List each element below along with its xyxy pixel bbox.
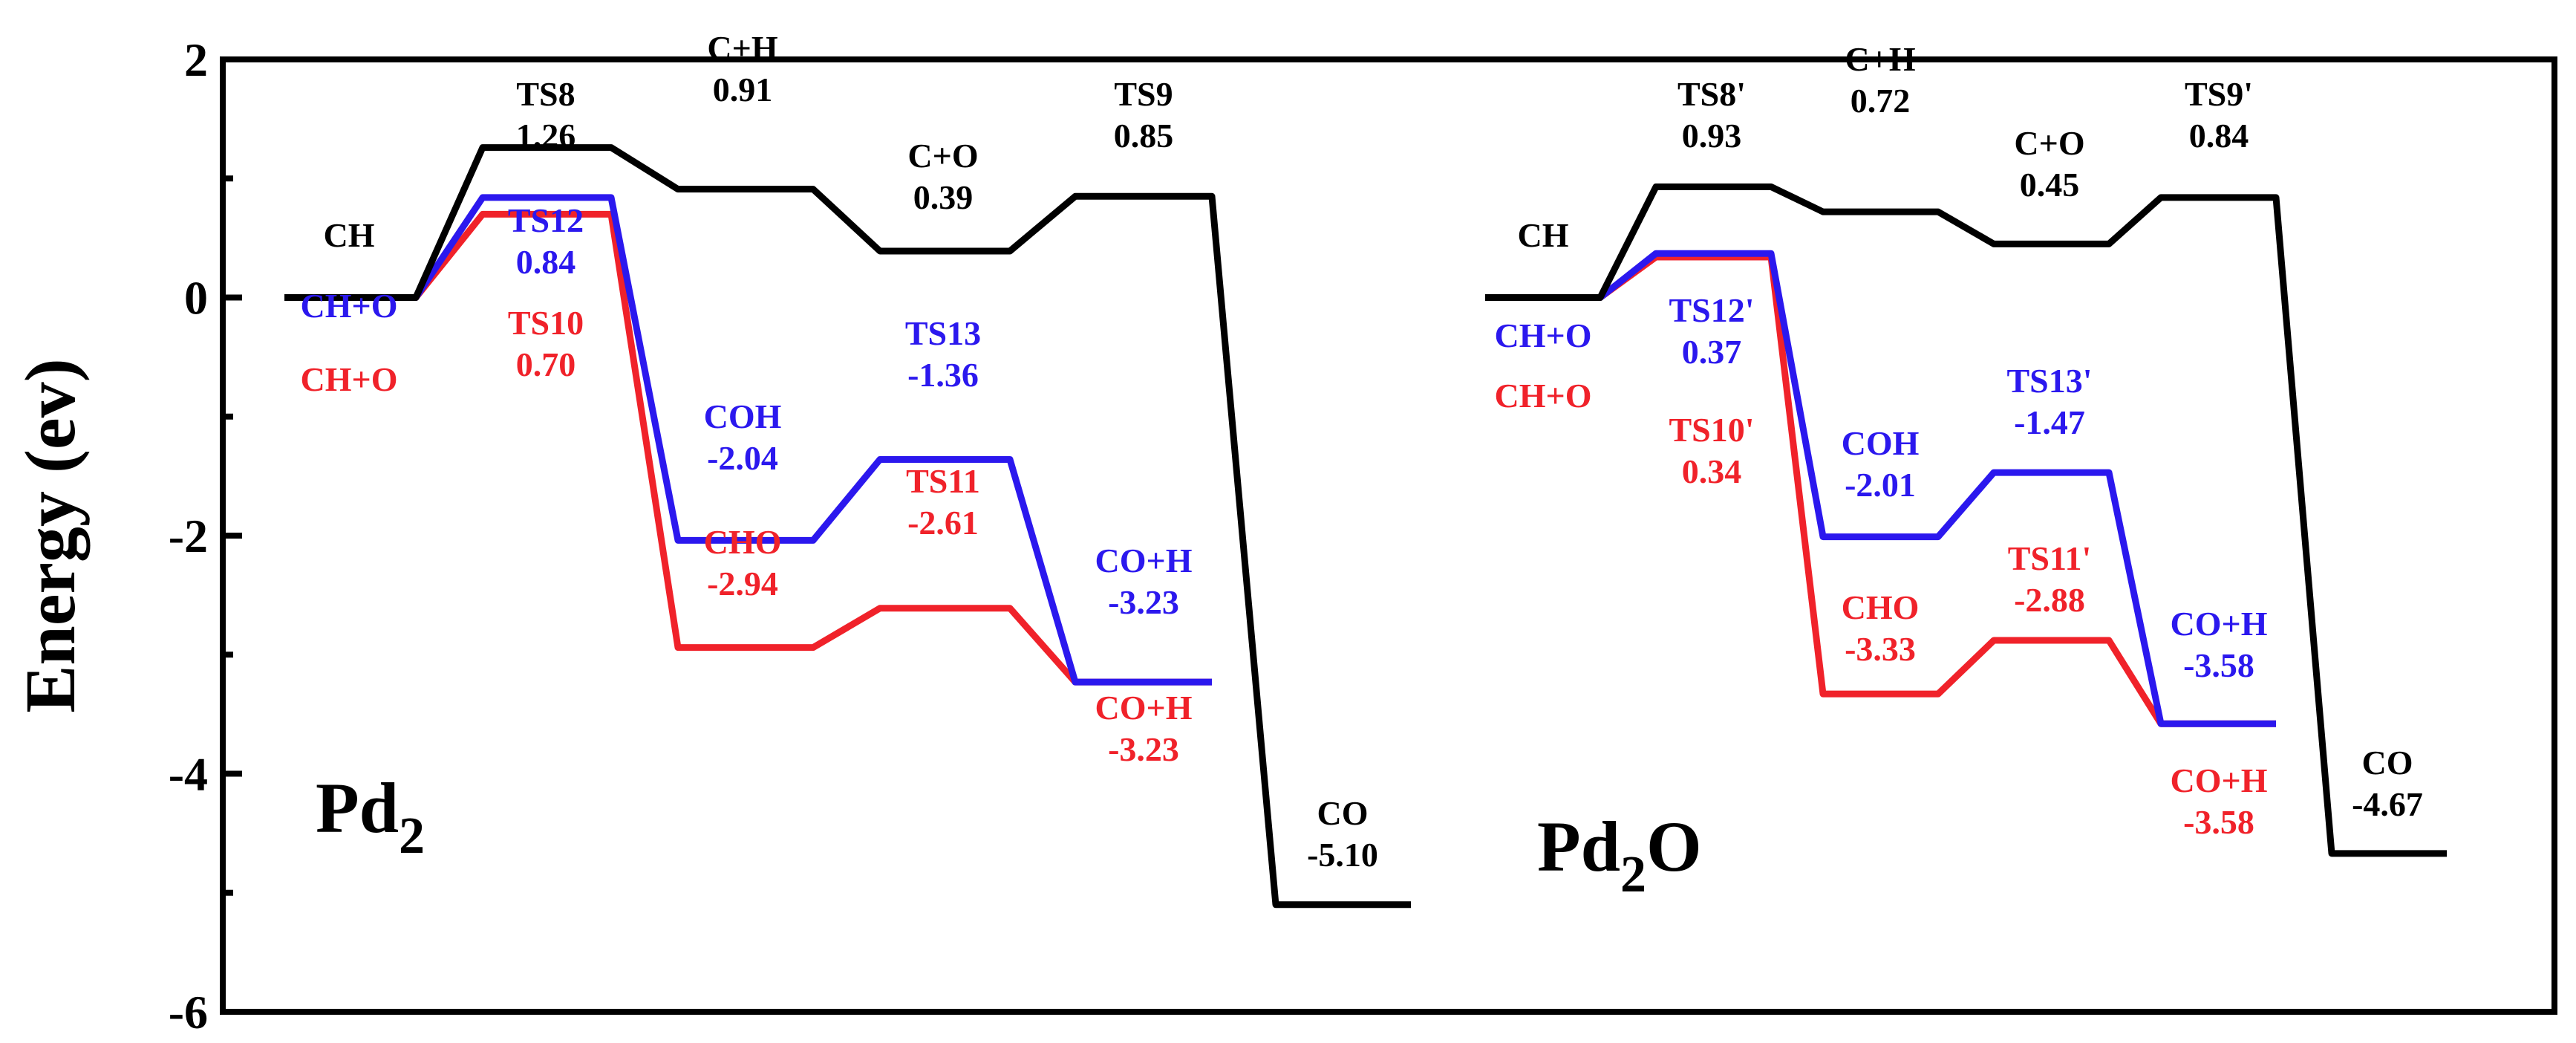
state-label: TS9 [1114, 75, 1173, 113]
energy-value-label: -3.23 [1108, 583, 1179, 621]
state-label: CO [2362, 744, 2413, 782]
energy-value-label: 1.26 [516, 117, 576, 155]
state-label: TS13 [905, 314, 981, 352]
energy-value-label: -1.36 [907, 356, 979, 394]
energy-value-label: 0.84 [516, 243, 576, 281]
state-label: C+O [907, 137, 978, 175]
series-line-Pd2-black [284, 144, 1411, 909]
panel-label: Pd2O [1537, 807, 1702, 903]
state-label: CO+H [1095, 542, 1193, 579]
y-tick-label: 2 [184, 33, 208, 86]
energy-value-label: -2.01 [1845, 466, 1916, 504]
state-label: TS13' [2006, 362, 2092, 400]
energy-value-label: -2.88 [2014, 581, 2085, 619]
state-label: CH+O [1495, 316, 1592, 354]
state-label: CO [1317, 794, 1369, 832]
energy-value-label: -5.10 [1307, 836, 1378, 874]
panel-label-main: Pd [1537, 807, 1620, 886]
energy-value-label: -2.61 [907, 504, 979, 542]
series-line-Pd2-blue [284, 194, 1212, 686]
energy-value-label: 0.70 [516, 345, 576, 383]
state-label: CH+O [1495, 377, 1592, 415]
state-label: TS9' [2185, 75, 2253, 113]
state-label: TS10' [1669, 411, 1754, 449]
state-label: CHO [704, 523, 782, 561]
series-line-Pd2-red [284, 210, 1212, 686]
state-label: TS11 [906, 462, 980, 500]
y-axis: 2 0 -2 -4 -6 Energy (ev) [10, 33, 2557, 1039]
state-label: CO+H [2171, 761, 2268, 799]
energy-value-label: -3.33 [1845, 630, 1916, 668]
state-label: CH [1518, 216, 1569, 254]
energy-value-label: -3.58 [2183, 646, 2254, 684]
energy-value-label: 0.85 [1114, 117, 1174, 155]
y-tick-label: 0 [184, 272, 208, 325]
energy-value-label: 0.45 [2020, 166, 2080, 204]
state-label: CH [324, 216, 375, 254]
energy-value-label: 0.37 [1682, 333, 1742, 371]
state-label: TS12 [508, 201, 584, 239]
state-label: C+H [1845, 40, 1915, 78]
state-label: TS10 [508, 304, 584, 342]
panel-label: Pd2 [316, 768, 425, 865]
panel-label-subscript: 2 [1620, 846, 1646, 903]
state-label: CH+O [301, 360, 398, 398]
panel-label-tail: O [1646, 807, 1702, 886]
energy-value-label: -1.47 [2014, 403, 2085, 441]
series-line-Pd2O-black [1485, 183, 2447, 857]
state-label: COH [704, 397, 782, 435]
y-tick-label: -4 [169, 748, 208, 801]
energy-value-label: 0.72 [1851, 82, 1911, 120]
state-label: CO+H [2171, 605, 2268, 643]
level-labels: CHTS81.26C+H0.91C+O0.39TS90.85CO-5.10CH+… [301, 29, 2423, 874]
series-line-Pd2O-blue [1485, 250, 2276, 727]
state-label: CH+O [301, 287, 398, 325]
state-label: TS12' [1669, 291, 1754, 329]
state-label: C+O [2014, 124, 2084, 162]
series-lines [284, 144, 2447, 909]
state-label: COH [1842, 424, 1920, 462]
energy-value-label: -4.67 [2352, 785, 2423, 823]
energy-value-label: 0.84 [2189, 117, 2249, 155]
state-label: TS11' [2008, 539, 2092, 577]
panel-label-main: Pd [316, 768, 399, 848]
energy-value-label: 0.34 [1682, 452, 1742, 490]
y-tick-label: -2 [169, 510, 208, 562]
panel-label-subscript: 2 [399, 808, 425, 865]
state-label: CO+H [1095, 689, 1193, 727]
energy-value-label: -3.23 [1108, 730, 1179, 768]
energy-value-label: -2.04 [707, 439, 778, 477]
energy-value-label: 0.91 [713, 71, 773, 108]
panel-labels: Pd2 Pd2O [316, 768, 1702, 903]
state-label: CHO [1842, 588, 1920, 626]
state-label: TS8 [516, 75, 575, 113]
energy-value-label: -2.94 [707, 565, 778, 602]
y-tick-label: -6 [169, 986, 208, 1039]
energy-value-label: 0.39 [913, 178, 974, 216]
y-axis-label: Energy (ev) [10, 358, 90, 712]
state-label: TS8' [1677, 75, 1746, 113]
state-label: C+H [707, 29, 777, 67]
energy-value-label: 0.93 [1682, 117, 1742, 155]
energy-value-label: -3.58 [2183, 803, 2254, 841]
